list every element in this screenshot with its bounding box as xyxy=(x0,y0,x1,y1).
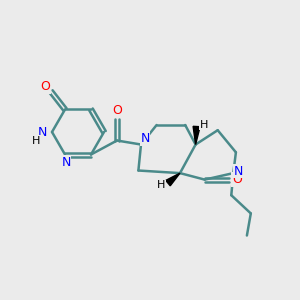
Text: N: N xyxy=(140,132,150,145)
Text: H: H xyxy=(200,119,208,130)
Text: O: O xyxy=(232,173,242,186)
Polygon shape xyxy=(166,173,180,186)
Text: N: N xyxy=(61,156,71,169)
Text: H: H xyxy=(157,180,165,190)
Text: H: H xyxy=(32,136,40,146)
Polygon shape xyxy=(193,126,200,145)
Text: O: O xyxy=(40,80,50,93)
Text: N: N xyxy=(37,125,47,139)
Text: N: N xyxy=(234,165,243,178)
Text: O: O xyxy=(112,104,122,117)
